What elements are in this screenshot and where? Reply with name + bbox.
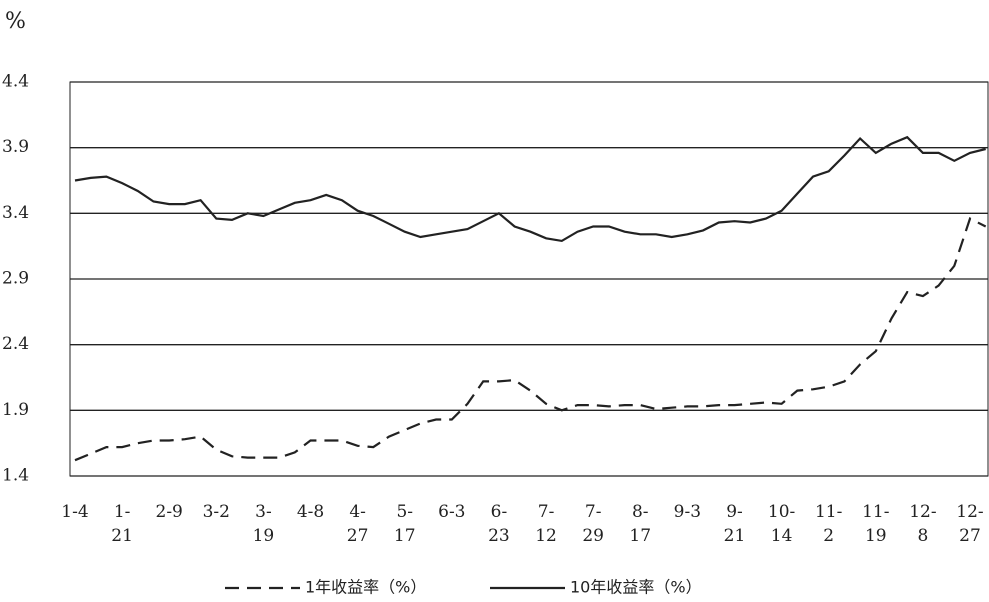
x-tick-label: 1-4 — [61, 502, 89, 522]
y-axis-label: % — [5, 9, 26, 34]
x-tick-label: 11- 2 — [814, 502, 843, 546]
x-tick-label: 4-8 — [296, 502, 325, 522]
x-tick-label: 11- 19 — [862, 502, 890, 546]
y-tick-label: 1.9 — [2, 400, 29, 420]
series-line — [74, 135, 986, 243]
x-tick-label: 12- 27 — [956, 502, 984, 546]
x-tick-label: 5- 17 — [393, 502, 416, 546]
y-tick-label: 3.4 — [2, 203, 29, 223]
x-tick-label: 9- 21 — [723, 502, 746, 546]
series-line — [74, 217, 987, 462]
x-tick-label: 3-2 — [202, 502, 230, 522]
y-tick-label: 3.9 — [2, 137, 29, 157]
x-tick-label: 3- 19 — [252, 502, 275, 546]
y-tick-label: 1.4 — [2, 466, 29, 486]
x-tick-label: 7- 29 — [582, 502, 604, 546]
x-tick-label: 2-9 — [155, 502, 183, 522]
y-tick-label: 4.4 — [2, 72, 29, 92]
x-tick-label: 10- 14 — [767, 502, 796, 546]
x-tick-label: 12- 8 — [909, 502, 937, 546]
legend-label: 1年收益率（%） — [305, 578, 426, 597]
y-tick-label: 2.4 — [2, 334, 29, 354]
x-tick-label: 6- 23 — [488, 502, 510, 546]
legend-label: 10年收益率（%） — [570, 578, 702, 597]
x-tick-label: 6-3 — [438, 502, 466, 522]
x-tick-label: 9-3 — [673, 502, 702, 522]
x-tick-label: 7- 12 — [535, 502, 557, 546]
x-tick-label: 4- 27 — [346, 502, 369, 546]
y-tick-label: 2.9 — [2, 269, 29, 289]
x-tick-label: 1- 21 — [111, 502, 133, 546]
x-tick-label: 8- 17 — [629, 502, 652, 546]
